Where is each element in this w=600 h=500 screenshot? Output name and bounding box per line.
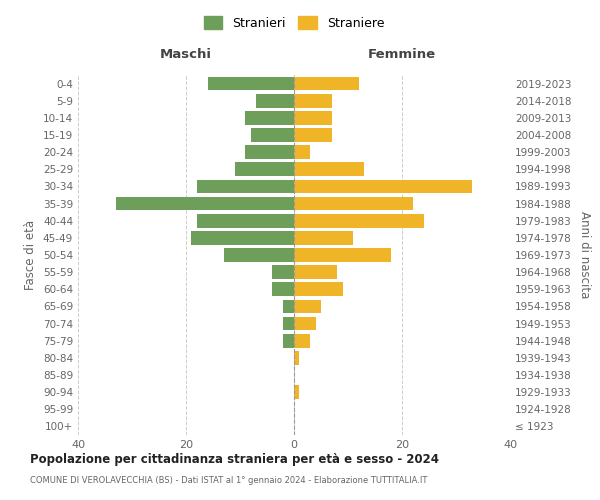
- Bar: [256, 94, 294, 108]
- Bar: [283, 334, 294, 347]
- Bar: [294, 162, 364, 176]
- Bar: [294, 300, 321, 314]
- Y-axis label: Fasce di età: Fasce di età: [25, 220, 37, 290]
- Bar: [272, 266, 294, 279]
- Bar: [294, 231, 353, 244]
- Bar: [245, 146, 294, 159]
- Bar: [197, 214, 294, 228]
- Bar: [245, 111, 294, 124]
- Bar: [283, 300, 294, 314]
- Bar: [294, 196, 413, 210]
- Text: COMUNE DI VEROLAVECCHIA (BS) - Dati ISTAT al 1° gennaio 2024 - Elaborazione TUTT: COMUNE DI VEROLAVECCHIA (BS) - Dati ISTA…: [30, 476, 427, 485]
- Bar: [294, 76, 359, 90]
- Text: Femmine: Femmine: [368, 48, 436, 62]
- Legend: Stranieri, Straniere: Stranieri, Straniere: [199, 11, 389, 35]
- Text: Popolazione per cittadinanza straniera per età e sesso - 2024: Popolazione per cittadinanza straniera p…: [30, 452, 439, 466]
- Bar: [294, 180, 472, 194]
- Bar: [208, 76, 294, 90]
- Bar: [294, 94, 332, 108]
- Bar: [294, 214, 424, 228]
- Bar: [294, 316, 316, 330]
- Bar: [235, 162, 294, 176]
- Bar: [294, 248, 391, 262]
- Bar: [294, 282, 343, 296]
- Bar: [294, 128, 332, 142]
- Y-axis label: Anni di nascita: Anni di nascita: [578, 212, 591, 298]
- Bar: [224, 248, 294, 262]
- Bar: [294, 146, 310, 159]
- Bar: [251, 128, 294, 142]
- Text: Maschi: Maschi: [160, 48, 212, 62]
- Bar: [272, 282, 294, 296]
- Bar: [294, 351, 299, 364]
- Bar: [197, 180, 294, 194]
- Bar: [294, 266, 337, 279]
- Bar: [294, 386, 299, 399]
- Bar: [294, 111, 332, 124]
- Bar: [191, 231, 294, 244]
- Bar: [283, 316, 294, 330]
- Bar: [294, 334, 310, 347]
- Bar: [116, 196, 294, 210]
